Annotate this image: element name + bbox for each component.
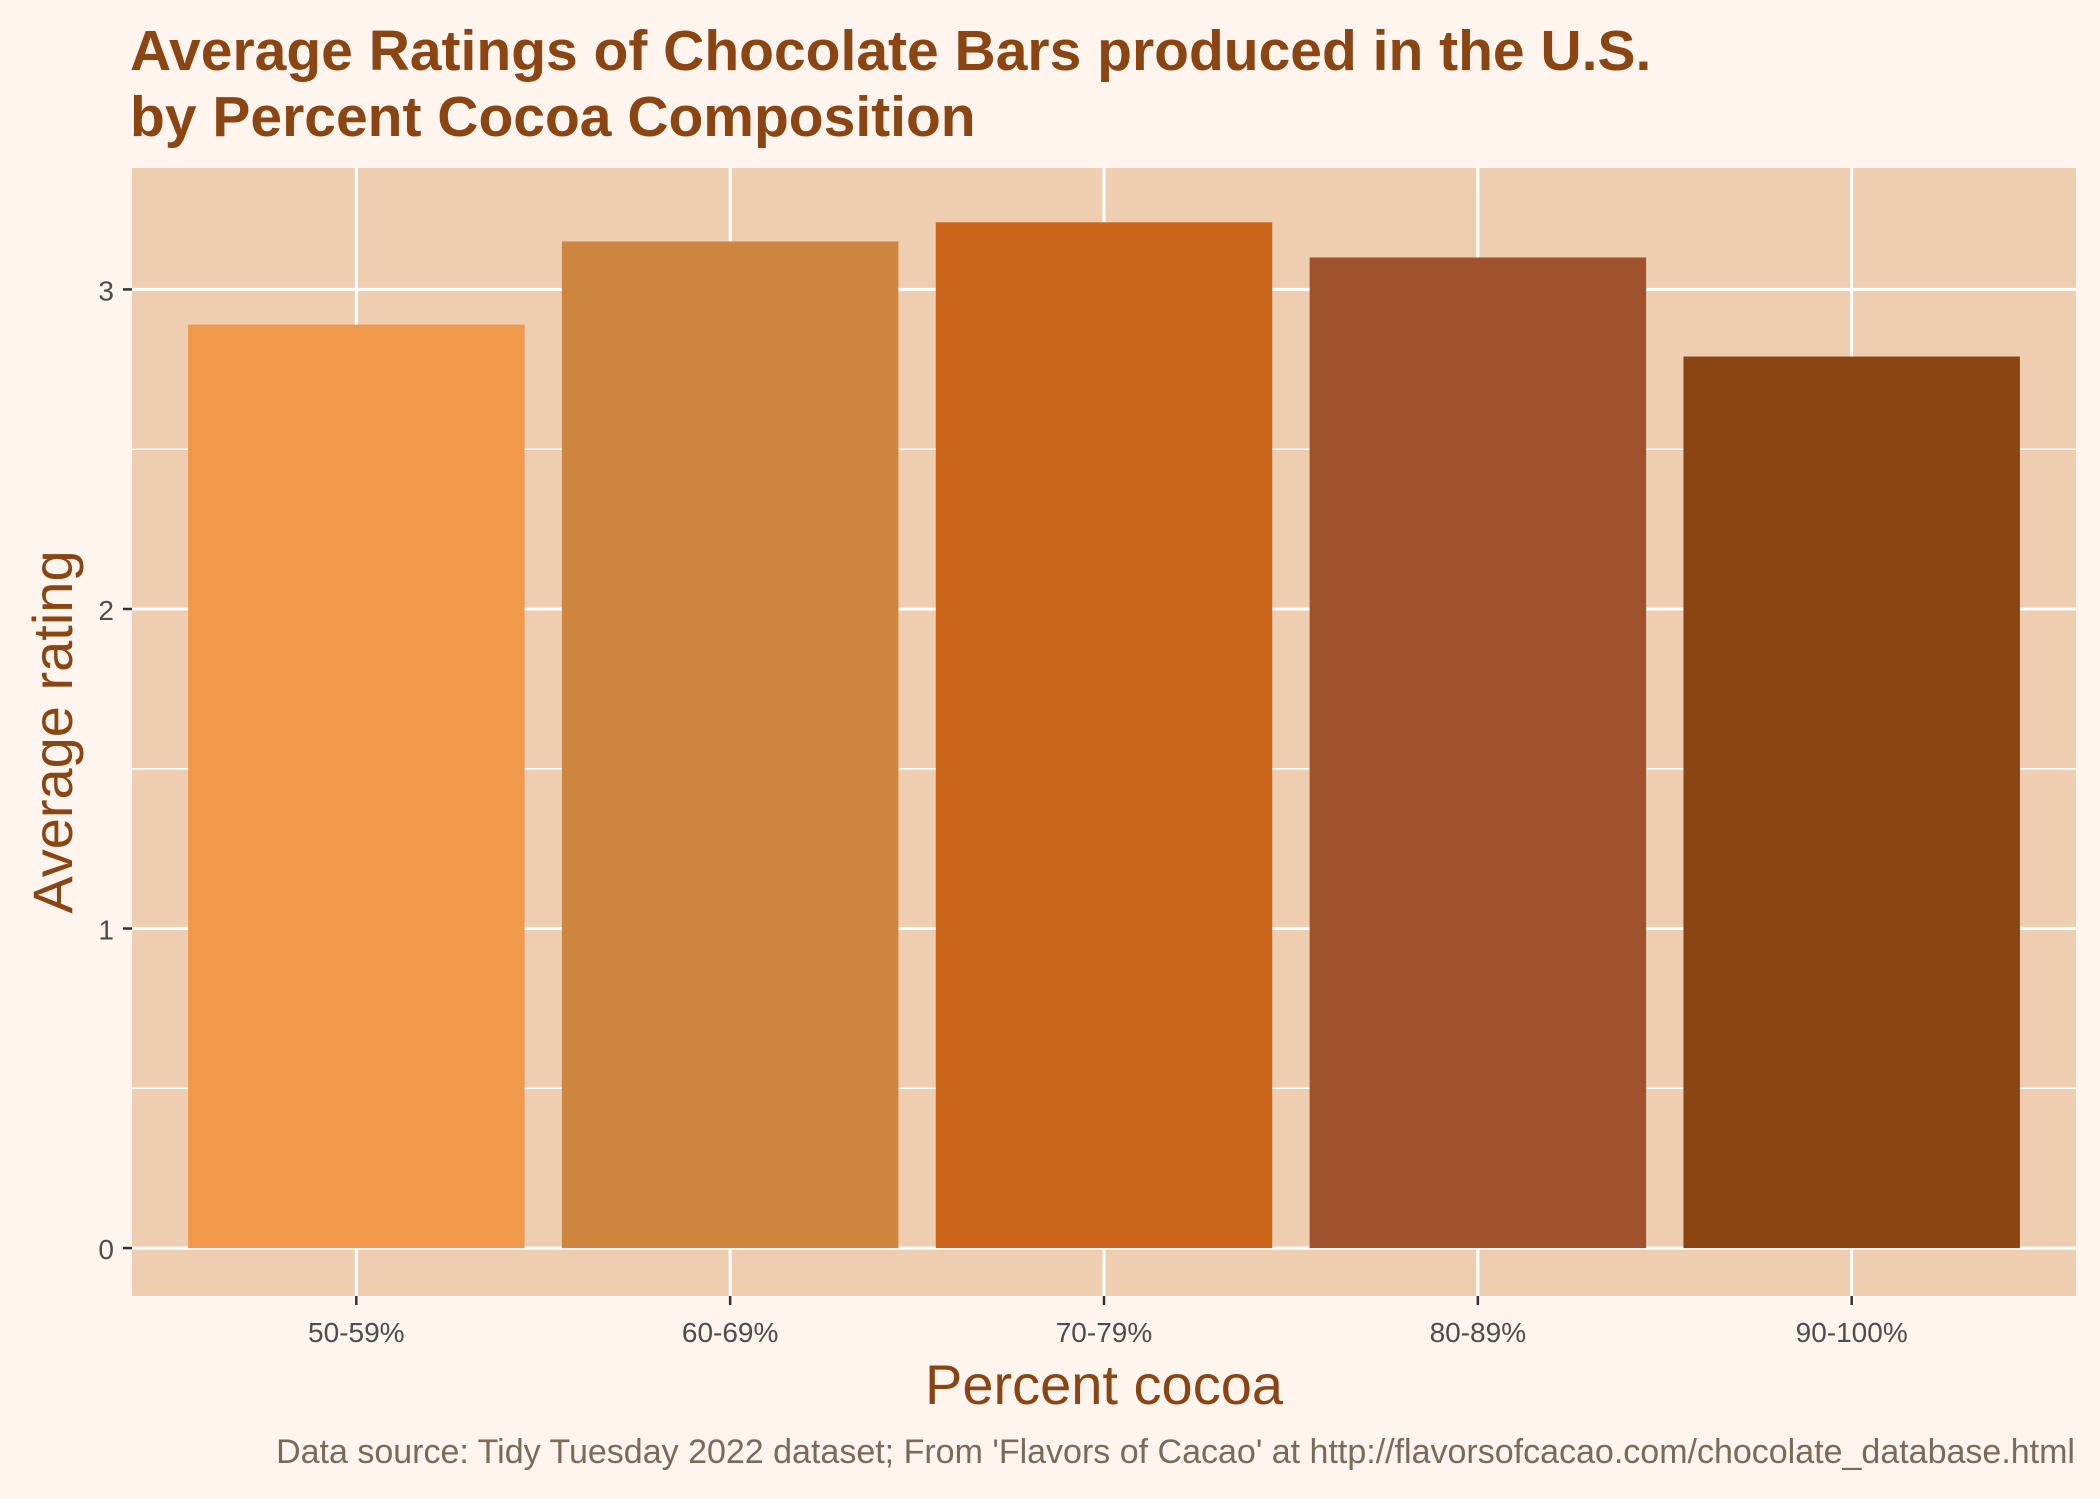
bar-90-100% — [1683, 356, 2020, 1249]
x-tick-label: 70-79% — [1056, 1317, 1153, 1348]
chart-title-line-2: by Percent Cocoa Composition — [130, 85, 976, 149]
y-tick-label: 3 — [98, 275, 114, 306]
chart-title-line-1: Average Ratings of Chocolate Bars produc… — [130, 19, 1652, 83]
x-axis: 50-59% 60-69% 70-79% 80-89% 90-100% — [308, 1296, 1908, 1348]
x-tick-label: 50-59% — [308, 1317, 405, 1348]
x-axis-title: Percent cocoa — [925, 1353, 1284, 1416]
y-tick-label: 1 — [98, 915, 114, 946]
bar-80-89% — [1309, 257, 1647, 1249]
chart-title: Average Ratings of Chocolate Bars produc… — [130, 18, 1651, 150]
bar-70-79% — [935, 222, 1273, 1249]
x-tick-label: 90-100% — [1796, 1317, 1908, 1348]
x-tick-label: 60-69% — [682, 1317, 779, 1348]
y-tick-label: 0 — [98, 1234, 114, 1265]
data-source-caption: Data source: Tidy Tuesday 2022 dataset; … — [276, 1433, 2075, 1471]
bars — [188, 222, 2020, 1249]
bar-60-69% — [561, 241, 899, 1249]
y-axis: 0 1 2 3 — [98, 275, 132, 1265]
bar-50-59% — [188, 324, 525, 1249]
y-axis-title: Average rating — [21, 550, 84, 913]
x-tick-label: 80-89% — [1430, 1317, 1527, 1348]
y-tick-label: 2 — [98, 595, 114, 626]
